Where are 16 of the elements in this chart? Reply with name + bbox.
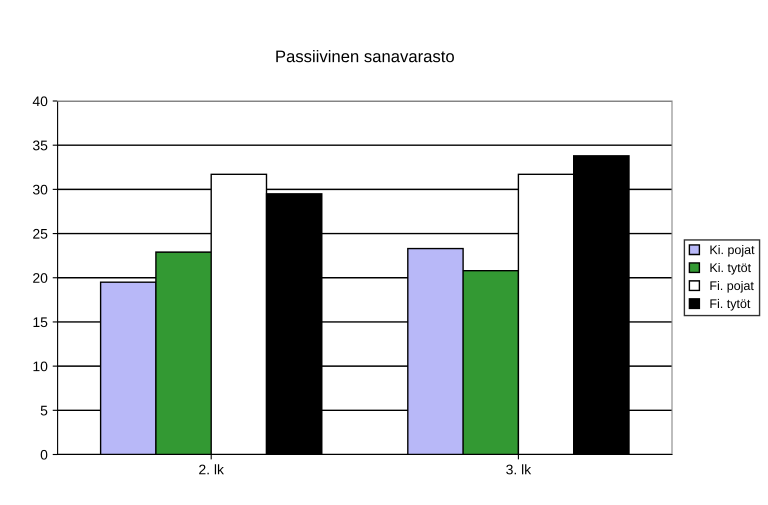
- y-tick-label: 30: [32, 184, 48, 195]
- x-tick-label: 2. lk: [199, 464, 224, 474]
- legend-label: Ki. pojat: [710, 245, 754, 257]
- legend-label: Ki. tytöt: [710, 262, 751, 275]
- chart-title: Passiivinen sanavarasto: [276, 50, 454, 62]
- y-tick-label: 40: [32, 96, 48, 106]
- y-tick-label: 35: [32, 140, 48, 150]
- y-tick-label: 10: [33, 361, 48, 372]
- legend-label: Fi. pojat: [710, 280, 754, 293]
- y-tick-label: 20: [33, 273, 48, 283]
- x-tick-label: 3. lk: [506, 464, 532, 474]
- y-tick-label: 25: [33, 228, 48, 239]
- y-tick-label: 15: [33, 317, 48, 328]
- y-tick-label: 0: [40, 450, 48, 460]
- legend-label: Fi. tytöt: [710, 298, 750, 311]
- y-tick-label: 5: [40, 406, 48, 416]
